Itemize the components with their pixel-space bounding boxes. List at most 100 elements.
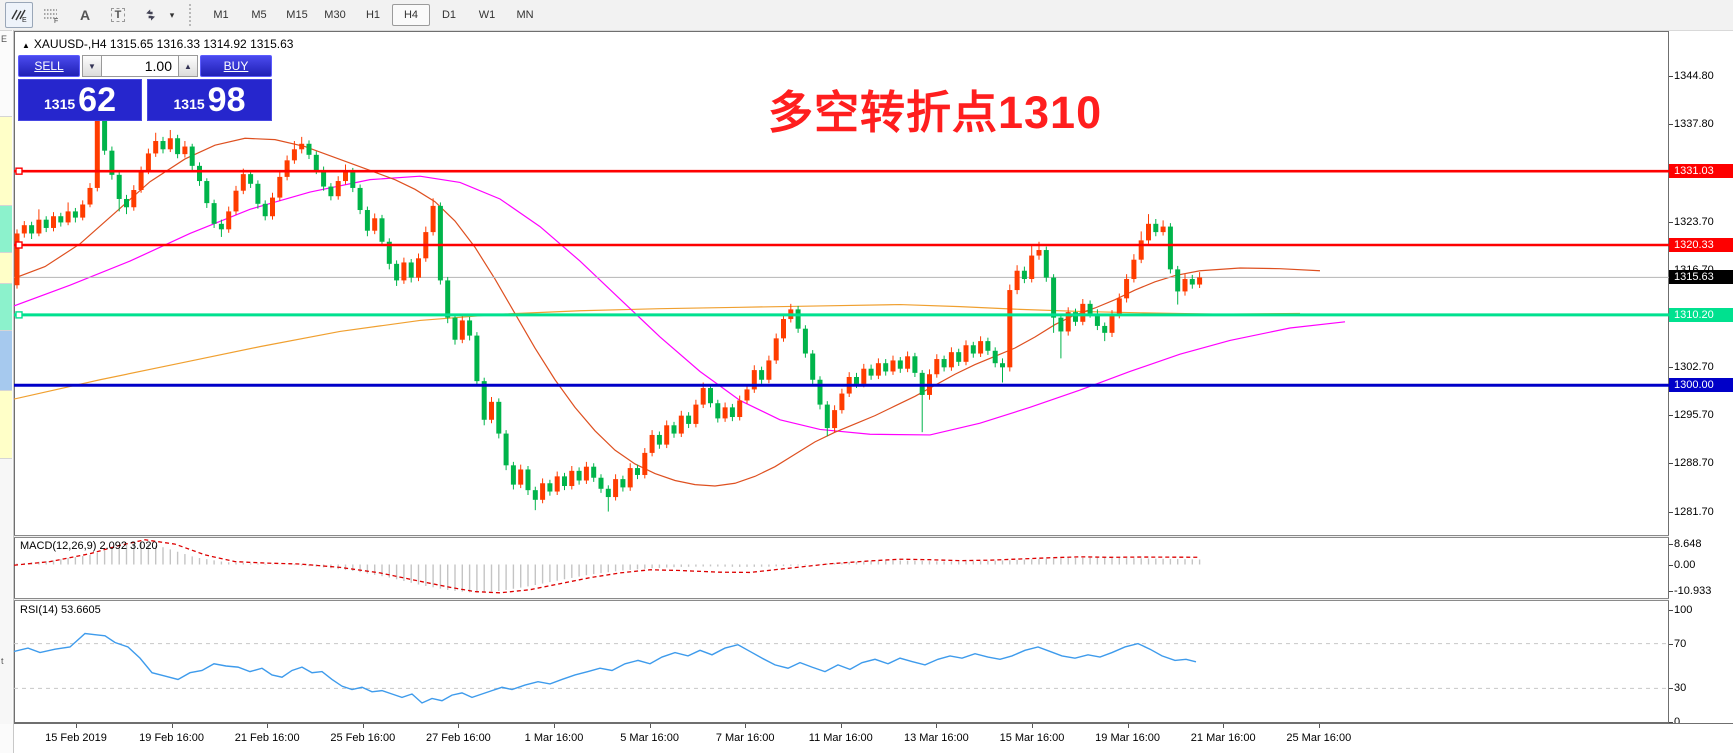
candle-body [306,143,312,155]
grid-f-icon[interactable]: F [38,2,66,28]
axis-tickmark [1669,610,1673,611]
candle-body [854,376,859,384]
time-tickmark [745,724,747,728]
strip-band [0,283,12,331]
candle-body [80,204,86,218]
price-chart[interactable] [14,31,1669,535]
sell-button[interactable]: SELL [18,55,80,77]
time-label: 5 Mar 16:00 [620,732,679,744]
text-box-icon[interactable]: T [104,2,132,28]
time-tickmark [76,724,77,728]
axis-tickmark [1669,688,1673,690]
candle-body [153,141,159,154]
candle-body [503,433,509,466]
candle-body [211,203,217,224]
candle-body [708,388,713,404]
collapse-triangle-icon[interactable]: ▲ [22,41,30,50]
candle-body [802,328,808,354]
candle-body [445,280,451,318]
hline-handle[interactable] [15,311,23,319]
candle-body [620,479,626,488]
price-tick: 1295.70 [1674,408,1714,421]
volume-increase-button[interactable]: ▲ [178,55,198,77]
strip-band [0,30,12,117]
price-tick: 1323.70 [1674,215,1714,228]
time-tickmark [1127,724,1129,728]
candle-body [1153,223,1159,233]
candle-body [883,363,889,372]
candle-body [29,225,35,234]
volume-stepper: ▼ 1.00 ▲ [82,55,198,77]
candle-body [532,490,538,500]
strip-glyph: t [1,656,4,666]
candle-body [51,216,56,228]
axis-tickmark [1669,590,1673,592]
timeframe-button-d1[interactable]: D1 [441,9,457,21]
candle-body [868,368,874,376]
candle-body [270,197,275,217]
time-label: 25 Mar 16:00 [1286,732,1352,744]
candle-body [605,488,611,498]
time-tickmark [267,724,269,728]
timeframe-button-m1[interactable]: M1 [213,9,229,21]
volume-input[interactable]: 1.00 [102,55,178,77]
rsi-line [14,632,1197,704]
candle-body [795,309,801,329]
candle-body [547,483,553,492]
axis-tickmark [1669,414,1673,416]
bid-price-button[interactable]: 1315 62 [18,79,142,121]
timeframe-button-w1[interactable]: W1 [478,9,496,21]
svg-text:E: E [22,17,27,23]
timeframe-button-m30[interactable]: M30 [324,9,346,21]
axis-tickmark [1669,76,1673,78]
volume-decrease-button[interactable]: ▼ [82,55,102,77]
candle-body [1175,269,1181,292]
arrows-style-icon[interactable] [137,2,165,28]
hline-handle[interactable] [15,167,23,175]
candle-body [1021,270,1027,280]
candle-body [240,174,246,191]
time-tickmark [649,724,651,728]
candle-body [978,341,984,354]
toolbar: E F A T ▾ M1 M5 M15 M30 H1 H4 D1 W1 MN [0,0,1733,31]
candle-body [1036,250,1042,256]
buy-button[interactable]: BUY [200,55,272,77]
strip-band [0,116,12,206]
rsi-panel[interactable] [14,601,1669,723]
time-tickmark [362,724,364,728]
candle-body [956,352,962,362]
candle-body [540,483,546,500]
candle-body [459,320,465,340]
chevron-down-icon[interactable]: ▾ [169,9,175,20]
candle-body [890,360,896,372]
toolbar-separator [189,4,196,26]
candle-body [693,404,699,424]
panel-splitter[interactable] [14,535,1669,538]
timeframe-button-m15[interactable]: M15 [286,9,308,21]
candle-body [751,370,757,390]
candle-body [496,401,502,434]
timeframe-button-mn[interactable]: MN [516,9,534,21]
price-tick: 1337.80 [1674,118,1714,131]
price-label-1331.03: 1331.03 [1669,164,1733,179]
panel-splitter[interactable] [14,598,1669,601]
price-axis[interactable]: 1344.801337.801323.701316.701302.701295.… [1669,31,1733,728]
time-axis[interactable]: 15 Feb 2019 19 Feb 16:00 21 Feb 16:00 25 Fe… [14,723,1733,753]
hline-handle[interactable] [15,241,23,249]
indicators-e-icon[interactable]: E [5,2,33,28]
candle-body [1014,270,1020,291]
text-a-icon[interactable]: A [79,7,91,23]
timeframe-button-h4[interactable]: H4 [392,4,430,26]
candle-body [416,258,421,278]
ask-price-button[interactable]: 1315 98 [147,79,272,121]
price-tick: 1302.70 [1674,360,1714,373]
candle-body [861,368,867,384]
candle-body [963,345,969,362]
candle-body [401,262,407,281]
timeframe-button-m5[interactable]: M5 [251,9,267,21]
svg-text:F: F [54,18,58,23]
timeframe-button-h1[interactable]: H1 [365,9,381,21]
macd-panel[interactable] [14,538,1669,598]
candle-body [167,138,173,150]
rsi-tick: 0 [1674,716,1681,728]
